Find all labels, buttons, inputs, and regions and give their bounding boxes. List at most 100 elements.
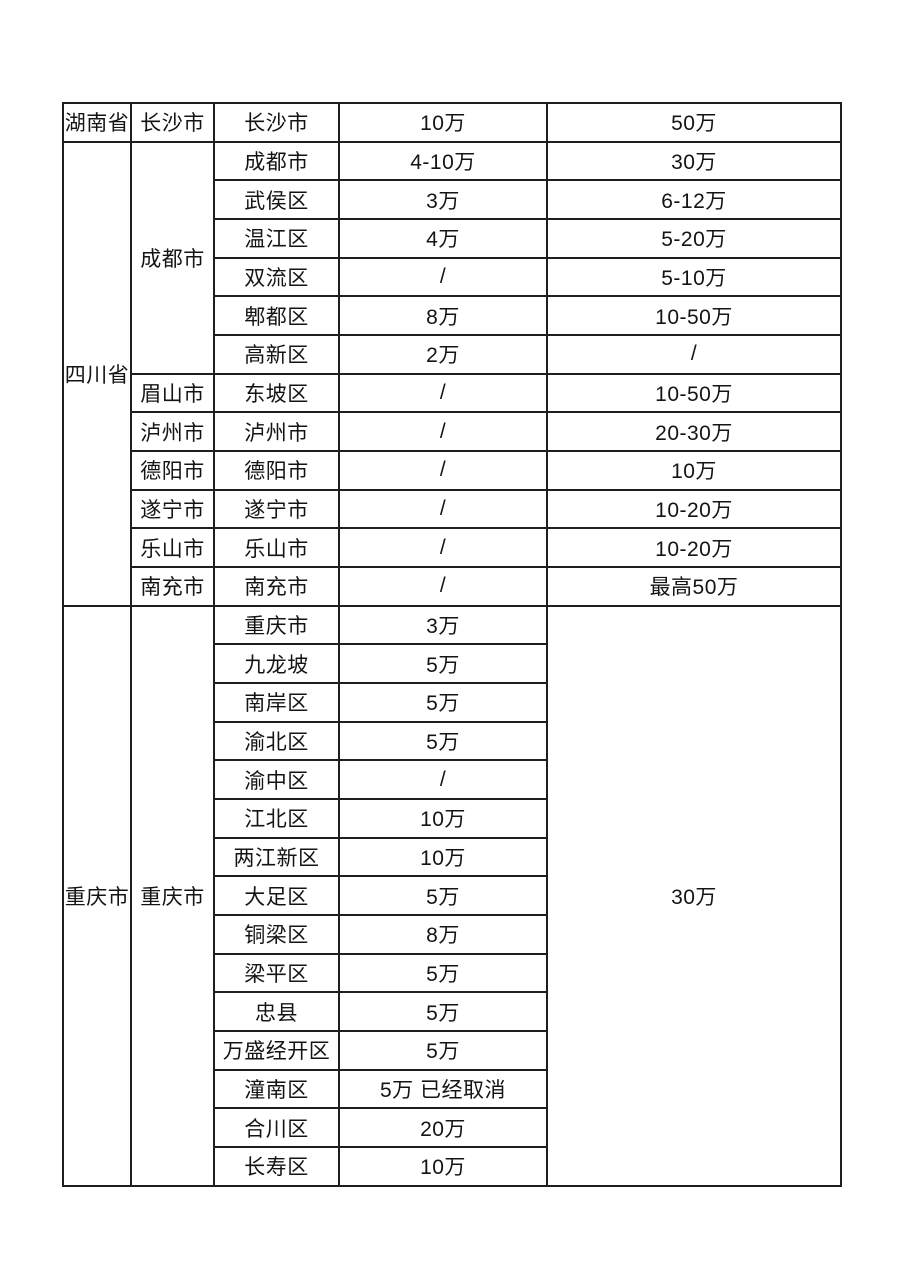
value2-cell: 最高50万: [546, 566, 842, 607]
table-row: 双流区/5-10万: [63, 256, 842, 298]
table-row: 德阳市 德阳市/10万: [63, 450, 842, 491]
table-row: 高新区 2万 /: [63, 334, 842, 375]
value1-cell: /: [338, 488, 548, 530]
value1-cell: 4-10万: [338, 140, 548, 182]
table-row: 湖南省 长沙市 长沙市 10万 50万: [62, 102, 842, 143]
province-cell: 湖南省: [62, 102, 132, 143]
value1-cell: /: [338, 372, 548, 414]
table-row: 合川区 20万: [63, 1107, 841, 1149]
value2-cell: /: [546, 334, 842, 375]
table-row: 梁平区 5万: [63, 952, 841, 994]
table-row: 忠县 5万: [63, 991, 841, 1033]
value1-cell: 3万: [338, 179, 548, 221]
value1-cell: /: [338, 527, 548, 569]
table-row: 南岸区 5万: [63, 682, 841, 723]
value1-cell: /: [338, 566, 548, 607]
district-cell: 梁平区: [213, 952, 340, 994]
district-cell: 铜梁区: [213, 914, 340, 955]
value2-cell: 6-12万: [546, 179, 842, 221]
value1-cell: 4万: [338, 218, 548, 259]
subsidy-table: 湖南省 长沙市 长沙市 10万 50万 四川省 成都市 成都市 4-10万 30万 武侯区 3万 6-1…: [62, 102, 842, 1187]
district-cell: 大足区: [213, 875, 340, 917]
value1-cell: 5万: [338, 1030, 548, 1071]
value1-cell: 5万: [338, 682, 548, 723]
value2-merged-cell: 30万: [546, 604, 842, 1187]
value2-cell: 5-10万: [546, 256, 842, 298]
table-row: 郫都区 8万 10-50万: [63, 295, 842, 337]
district-cell: 高新区: [213, 334, 340, 375]
city-cell: 乐山市: [130, 527, 215, 569]
value1-cell: /: [338, 759, 548, 801]
table-row: 大足区 5万: [63, 875, 841, 917]
district-cell: 武侯区: [213, 179, 340, 221]
value1-cell: 5万: [338, 643, 548, 685]
table-row: 四川省 成都市 成都市 4-10万 30万: [62, 140, 842, 607]
district-cell: 长寿区: [213, 1146, 340, 1187]
table-row: 九龙坡 5万: [63, 643, 841, 685]
table-row: 渝中区 /: [63, 759, 841, 801]
subsidy-table-body: 湖南省 长沙市 长沙市 10万 50万 四川省 成都市 成都市 4-10万 30万 武侯区 3万 6-1…: [62, 102, 842, 1187]
value1-cell: 10万: [338, 1146, 548, 1187]
value1-cell: 10万: [338, 102, 548, 143]
city-cell: 重庆市: [130, 604, 215, 1187]
value1-cell: 8万: [338, 914, 548, 955]
district-cell: 德阳市: [213, 450, 340, 491]
value1-cell: /: [338, 450, 548, 491]
district-cell: 九龙坡: [213, 643, 340, 685]
value2-cell: 20-30万: [546, 411, 842, 453]
value2-cell: 10-50万: [546, 295, 842, 337]
city-cell: 遂宁市: [130, 488, 215, 530]
value1-cell: /: [338, 256, 548, 298]
district-cell: 泸州市: [213, 411, 340, 453]
table-row: 乐山市 乐山市/10-20万: [63, 527, 842, 569]
table-row: 潼南区 5万 已经取消: [63, 1068, 841, 1110]
district-cell: 乐山市: [213, 527, 340, 569]
table-row: 遂宁市 遂宁市/10-20万: [63, 488, 842, 530]
table-row: 江北区 10万: [63, 798, 841, 839]
district-cell: 东坡区: [213, 372, 340, 414]
city-cell: 长沙市: [130, 102, 215, 143]
city-cell: 眉山市: [130, 372, 215, 414]
value1-cell: 5万: [338, 991, 548, 1033]
value2-cell: 50万: [546, 102, 842, 143]
district-cell: 渝中区: [213, 759, 340, 801]
table-row: 眉山市 东坡区/10-50万: [63, 372, 842, 414]
province-cell: 四川省: [62, 140, 132, 607]
district-cell: 江北区: [213, 798, 340, 839]
table-row: 温江区 4万 5-20万: [63, 218, 842, 259]
district-cell: 渝北区: [213, 720, 340, 762]
value1-cell: 3万: [338, 604, 548, 646]
district-cell: 两江新区: [213, 836, 340, 878]
value2-cell: 10-20万: [546, 488, 842, 530]
district-cell: 双流区: [213, 256, 340, 298]
district-cell: 重庆市: [213, 604, 340, 646]
province-cell: 重庆市: [62, 604, 132, 1187]
value1-cell: 8万: [338, 295, 548, 337]
value1-cell: 2万: [338, 334, 548, 375]
value1-cell: 5万: [338, 952, 548, 994]
city-cell: 南充市: [130, 566, 215, 607]
value1-cell: 10万: [338, 798, 548, 839]
district-cell: 万盛经开区: [213, 1030, 340, 1071]
value1-cell: /: [338, 411, 548, 453]
table-row: 重庆市 重庆市 重庆市 3万 30万: [62, 604, 842, 1187]
district-cell: 成都市: [213, 140, 340, 182]
value1-cell: 5万 已经取消: [338, 1068, 548, 1110]
city-cell: 泸州市: [130, 411, 215, 453]
district-cell: 南岸区: [213, 682, 340, 723]
table-row: 铜梁区 8万: [63, 914, 841, 955]
value2-cell: 30万: [546, 140, 842, 182]
table-row: 武侯区 3万 6-12万: [63, 179, 842, 221]
value1-cell: 5万: [338, 875, 548, 917]
value2-cell: 10-50万: [546, 372, 842, 414]
value2-cell: 5-20万: [546, 218, 842, 259]
table-row: 万盛经开区 5万: [63, 1030, 841, 1071]
district-cell: 潼南区: [213, 1068, 340, 1110]
district-cell: 长沙市: [213, 102, 340, 143]
district-cell: 南充市: [213, 566, 340, 607]
district-cell: 遂宁市: [213, 488, 340, 530]
city-cell: 德阳市: [130, 450, 215, 491]
city-cell: 成都市: [130, 140, 215, 375]
value1-cell: 10万: [338, 836, 548, 878]
